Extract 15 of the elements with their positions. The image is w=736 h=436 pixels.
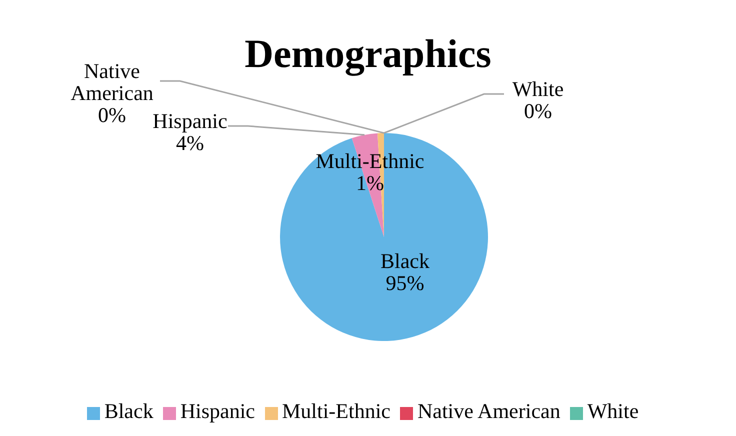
- chart-title: Demographics: [244, 31, 492, 76]
- text: 0%: [98, 103, 126, 127]
- slice-label: Black: [380, 249, 430, 273]
- category-label: Native American: [70, 59, 154, 105]
- slice-label: Hispanic: [152, 109, 228, 133]
- text: 0%: [524, 99, 552, 123]
- category-label: White: [512, 77, 564, 101]
- legend-label: White: [587, 399, 639, 423]
- legend-label: Multi-Ethnic: [282, 399, 390, 423]
- pie-slice: [280, 133, 488, 341]
- legend-label: Native American: [417, 399, 560, 423]
- data-label: 95%: [386, 271, 424, 295]
- legend-label: Hispanic: [180, 399, 255, 423]
- data-label: 4%: [176, 131, 204, 155]
- legend-label: Black: [104, 399, 154, 423]
